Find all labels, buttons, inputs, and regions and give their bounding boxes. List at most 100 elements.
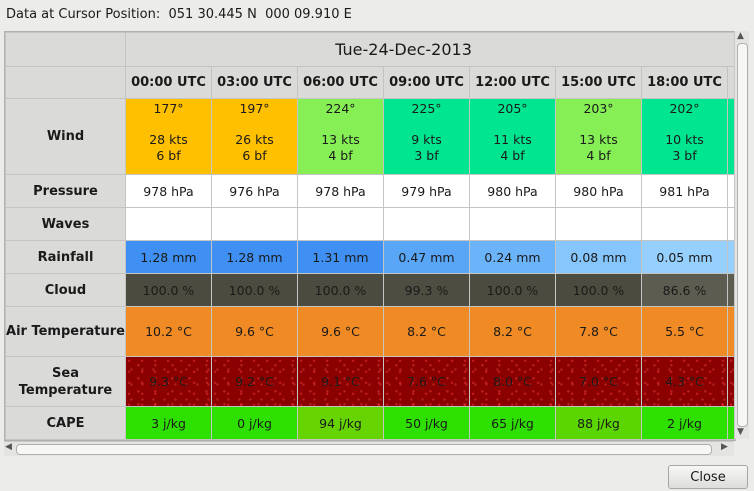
rainfall-cell: 1.31 mm: [297, 240, 384, 274]
cape-cell: 94 j/kg: [297, 406, 384, 440]
wind-speed-kts: 26 kts: [235, 132, 274, 147]
wind-beaufort: 4 bf: [328, 148, 353, 163]
cloud-cell: 100.0 %: [125, 273, 212, 307]
air-temp-cell: 9.6 °C: [297, 306, 384, 357]
pressure-cell: 978 hPa: [125, 174, 212, 208]
row-label-air-temperature: Air Temperature: [5, 306, 126, 357]
waves-cell: [383, 207, 470, 241]
cape-cell: 65 j/kg: [469, 406, 556, 440]
rainfall-cell: 0.05 mm: [641, 240, 728, 274]
air-temp-cell: 5.5 °C: [641, 306, 728, 357]
sea-temp-cell: 7.0 °C: [555, 356, 642, 407]
horizontal-scroll-thumb[interactable]: [16, 444, 712, 455]
hour-header: 18:00 UTC: [641, 66, 728, 99]
wind-direction: 177°: [153, 101, 184, 116]
wind-beaufort: 3 bf: [414, 148, 439, 163]
cursor-latitude: 051 30.445 N: [168, 7, 257, 22]
cape-cell: 2 j/kg: [641, 406, 728, 440]
corner-cell: [5, 66, 126, 99]
wind-cell: 203° 13 kts 4 bf: [555, 98, 642, 175]
scroll-right-arrow-icon[interactable]: ▶: [721, 442, 728, 452]
wind-direction: 202°: [669, 101, 700, 116]
row-label-pressure: Pressure: [5, 174, 126, 208]
row-label-wind: Wind: [5, 98, 126, 175]
date-header: Tue-24-Dec-2013: [124, 32, 735, 67]
wind-direction: 197°: [239, 101, 270, 116]
cloud-cell: 100.0 %: [211, 273, 298, 307]
vertical-scrollbar[interactable]: ▲ ▼: [734, 31, 749, 439]
wind-speed-kts: 9 kts: [411, 132, 442, 147]
air-temp-cell: 9.6 °C: [211, 306, 298, 357]
cloud-cell: 100.0 %: [555, 273, 642, 307]
rainfall-cell: 0.24 mm: [469, 240, 556, 274]
wind-cell: 205° 11 kts 4 bf: [469, 98, 556, 175]
vertical-scroll-thumb[interactable]: [737, 43, 748, 427]
waves-cell: [211, 207, 298, 241]
row-label-sea-temperature: Sea Temperature: [5, 356, 126, 407]
wind-direction: 205°: [497, 101, 528, 116]
cursor-longitude: 000 09.910 E: [265, 7, 352, 22]
hour-header: 09:00 UTC: [383, 66, 470, 99]
wind-speed-kts: 10 kts: [665, 132, 704, 147]
scroll-left-arrow-icon[interactable]: ◀: [5, 442, 12, 452]
pressure-cell: 980 hPa: [469, 174, 556, 208]
pressure-cell: 978 hPa: [297, 174, 384, 208]
wind-cell: 177° 28 kts 6 bf: [125, 98, 212, 175]
wind-speed-kts: 13 kts: [321, 132, 360, 147]
cloud-cell: 99.3 %: [383, 273, 470, 307]
wind-beaufort: 6 bf: [156, 148, 181, 163]
hour-header: 15:00 UTC: [555, 66, 642, 99]
pressure-cell: 979 hPa: [383, 174, 470, 208]
air-temp-cell: 7.8 °C: [555, 306, 642, 357]
air-temp-cell: 8.2 °C: [383, 306, 470, 357]
waves-cell: [641, 207, 728, 241]
sea-temp-cell: 4.3 °C: [641, 356, 728, 407]
wind-beaufort: 4 bf: [500, 148, 525, 163]
scroll-up-arrow-icon[interactable]: ▲: [737, 31, 744, 41]
rainfall-cell: 1.28 mm: [211, 240, 298, 274]
hour-header: 12:00 UTC: [469, 66, 556, 99]
hour-header: 00:00 UTC: [125, 66, 212, 99]
sea-temp-cell: 7.6 °C: [383, 356, 470, 407]
sea-temp-cell: 9.2 °C: [211, 356, 298, 407]
meteotable-grid: Tue-24-Dec-2013 00:00 UTC 03:00 UTC 06:00 …: [4, 31, 736, 441]
row-label-cloud: Cloud: [5, 273, 126, 307]
close-button[interactable]: Close: [668, 465, 748, 489]
waves-cell: [555, 207, 642, 241]
sea-temp-cell: 8.0 °C: [469, 356, 556, 407]
rainfall-cell: 1.28 mm: [125, 240, 212, 274]
cloud-cell: 100.0 %: [297, 273, 384, 307]
pressure-cell: 981 hPa: [641, 174, 728, 208]
cape-cell: 88 j/kg: [555, 406, 642, 440]
horizontal-scrollbar[interactable]: ◀ ▶: [4, 441, 734, 456]
wind-direction: 203°: [583, 101, 614, 116]
corner-cell: [5, 32, 126, 67]
cape-cell: 0 j/kg: [211, 406, 298, 440]
row-label-cape: CAPE: [5, 406, 126, 440]
cloud-cell: 100.0 %: [469, 273, 556, 307]
wind-direction: 224°: [325, 101, 356, 116]
wind-cell: 224° 13 kts 4 bf: [297, 98, 384, 175]
sea-temp-cell: 9.1 °C: [297, 356, 384, 407]
wind-direction: 225°: [411, 101, 442, 116]
hour-header: 06:00 UTC: [297, 66, 384, 99]
waves-cell: [297, 207, 384, 241]
cursor-position-label: Data at Cursor Position:: [6, 7, 161, 22]
cloud-cell: 86.6 %: [641, 273, 728, 307]
wind-speed-kts: 11 kts: [493, 132, 532, 147]
air-temp-cell: 10.2 °C: [125, 306, 212, 357]
wind-beaufort: 6 bf: [242, 148, 267, 163]
cape-cell: 50 j/kg: [383, 406, 470, 440]
waves-cell: [469, 207, 556, 241]
pressure-cell: 976 hPa: [211, 174, 298, 208]
wind-cell: 202° 10 kts 3 bf: [641, 98, 728, 175]
pressure-cell: 980 hPa: [555, 174, 642, 208]
cape-cell: 3 j/kg: [125, 406, 212, 440]
air-temp-cell: 8.2 °C: [469, 306, 556, 357]
wind-cell: 197° 26 kts 6 bf: [211, 98, 298, 175]
wind-speed-kts: 13 kts: [579, 132, 618, 147]
row-label-rainfall: Rainfall: [5, 240, 126, 274]
scroll-down-arrow-icon[interactable]: ▼: [737, 427, 744, 437]
waves-cell: [125, 207, 212, 241]
wind-beaufort: 4 bf: [586, 148, 611, 163]
